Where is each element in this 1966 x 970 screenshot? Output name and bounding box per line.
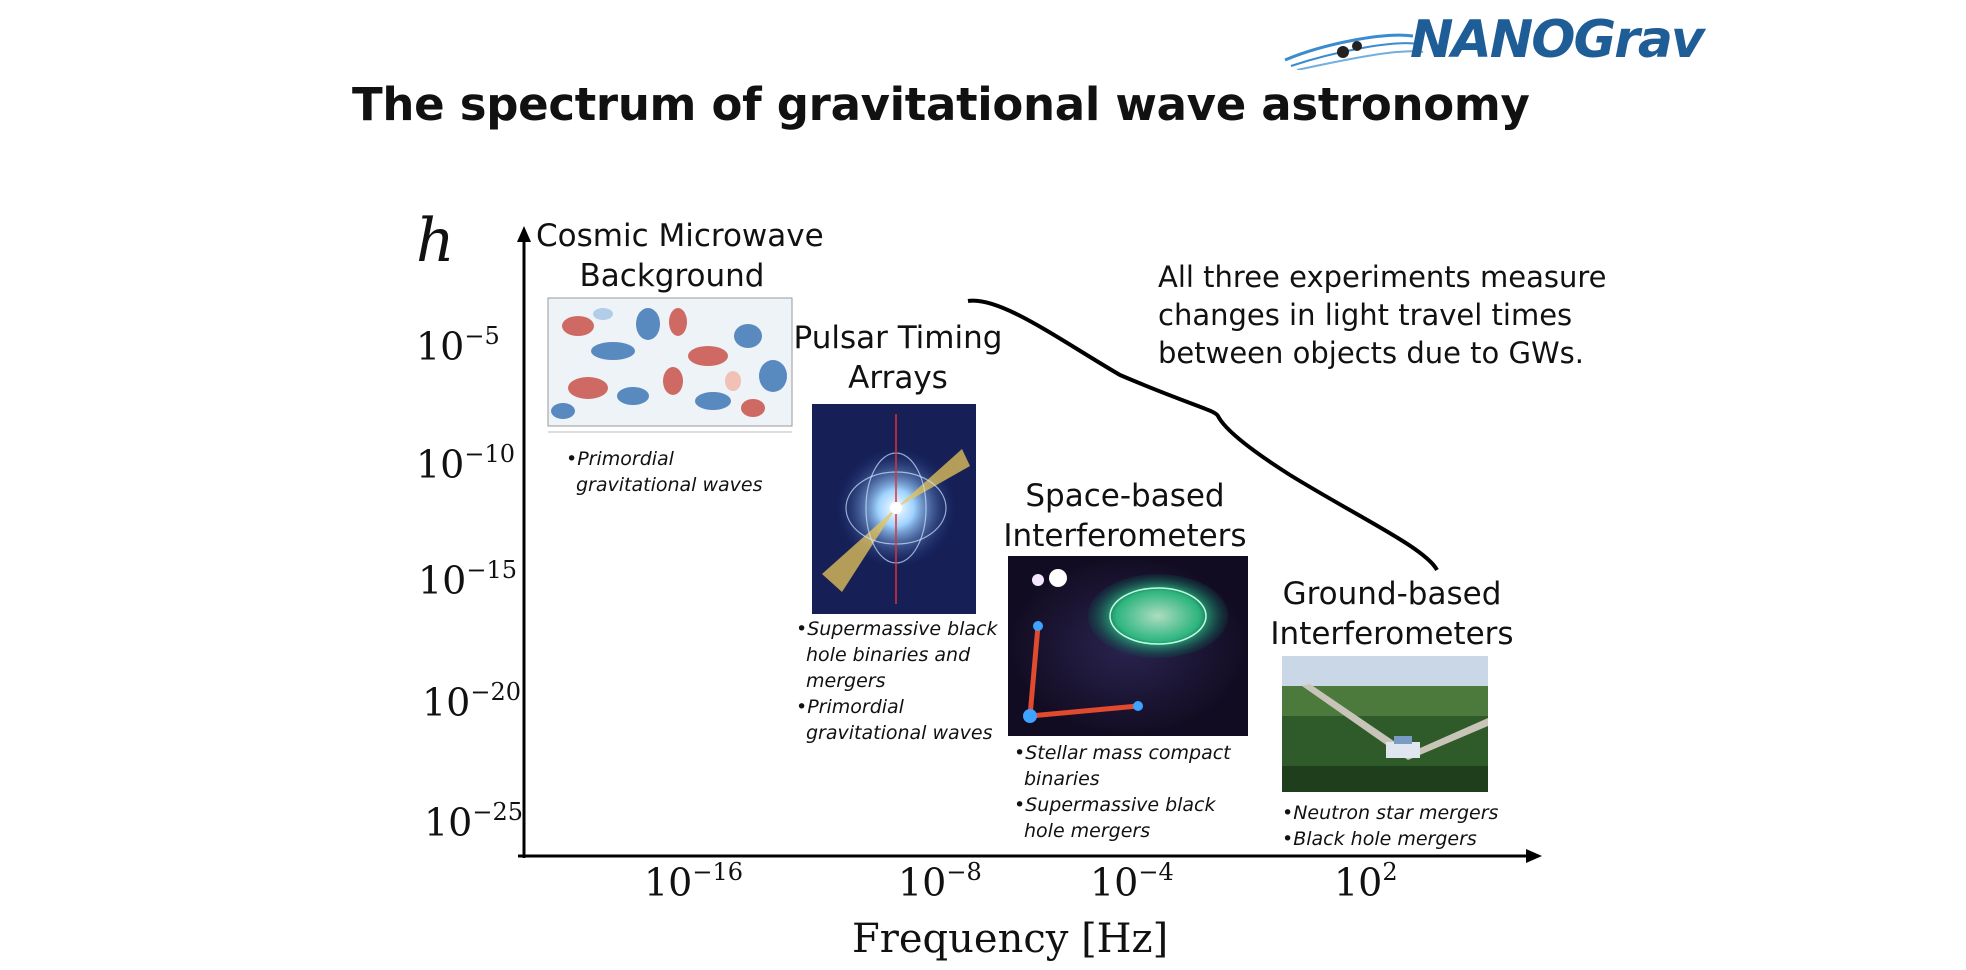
lisa-image — [1008, 556, 1248, 736]
x-tick-label: 10−16 — [644, 858, 744, 905]
y-tick-label: 10−10 — [416, 440, 516, 487]
list-item: •Primordial gravitational waves — [566, 448, 763, 496]
space-bullets: •Stellar mass compact binaries •Supermas… — [1014, 740, 1254, 844]
list-item: •Neutron star mergers — [1282, 802, 1499, 824]
x-axis-arrow — [1526, 849, 1542, 863]
cmb-heading: Cosmic Microwave Background — [536, 218, 824, 294]
pulsar-image — [812, 404, 976, 614]
pta-bullets: •Supermassive black hole binaries and me… — [796, 616, 1016, 746]
x-tick-label: 102 — [1334, 858, 1398, 905]
y-axis-symbol: h — [416, 206, 455, 276]
pta-heading: Pulsar Timing Arrays — [793, 320, 1003, 396]
y-axis-arrow — [517, 226, 531, 242]
x-tick-label: 10−8 — [898, 858, 982, 905]
list-item: •Primordial gravitational waves — [796, 696, 993, 744]
x-axis-label: Frequency [Hz] — [852, 916, 1169, 962]
y-tick-label: 10−5 — [416, 322, 500, 369]
list-item: •Black hole mergers — [1282, 828, 1477, 850]
y-tick-label: 10−20 — [422, 678, 522, 725]
cmb-map-image — [538, 296, 800, 442]
x-tick-label: 10−4 — [1090, 858, 1174, 905]
y-tick-label: 10−15 — [418, 556, 518, 603]
ground-heading: Ground-based Interferometers — [1270, 576, 1514, 652]
list-item: •Stellar mass compact binaries — [1014, 742, 1231, 790]
list-item: •Supermassive black hole binaries and me… — [796, 618, 998, 692]
slide-title: The spectrum of gravitational wave astro… — [352, 78, 1530, 131]
space-heading: Space-based Interferometers — [1003, 478, 1247, 554]
nanograv-logo-swoosh-icon — [1284, 33, 1424, 70]
grouping-brace — [967, 298, 1439, 572]
ground-bullets: •Neutron star mergers •Black hole merger… — [1282, 800, 1502, 852]
ligo-image — [1282, 656, 1488, 792]
list-item: •Supermassive black hole mergers — [1014, 794, 1216, 842]
y-tick-label: 10−25 — [424, 798, 524, 845]
cmb-bullets: •Primordial gravitational waves — [566, 446, 786, 498]
nanograv-logo-text: NANOGrav — [1410, 10, 1705, 70]
measurement-note: All three experiments measure changes in… — [1158, 260, 1607, 370]
